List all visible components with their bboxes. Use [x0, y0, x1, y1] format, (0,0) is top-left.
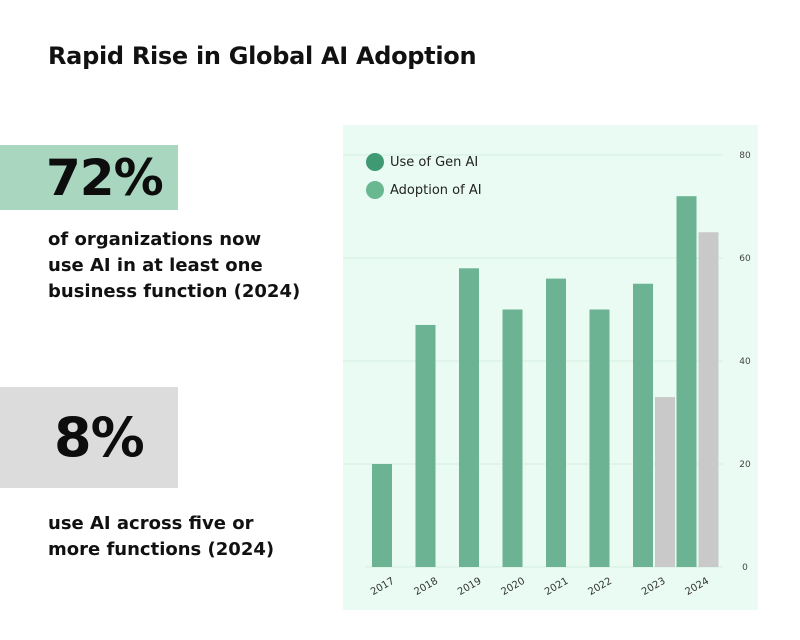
y-tick-label: 0: [742, 563, 748, 573]
bar-adoption-of-ai: [415, 324, 436, 567]
x-tick-label: 2021: [543, 576, 571, 598]
bar-adoption-of-ai: [459, 268, 479, 567]
bar-adoption-of-ai: [676, 196, 697, 567]
stat-box-secondary: 8%: [0, 387, 178, 488]
legend-label-adoption: Adoption of AI: [390, 182, 482, 198]
legend-item-gen-ai: Use of Gen AI: [366, 148, 482, 176]
stat-description-line: of organizations now: [48, 229, 262, 250]
stat-description-primary: of organizations now use AI in at least …: [48, 227, 300, 305]
y-tick-label: 40: [739, 357, 751, 367]
x-tick-label: 2020: [499, 576, 527, 598]
x-tick-label: 2022: [586, 576, 614, 598]
bar-adoption-of-ai: [372, 464, 392, 567]
page-title: Rapid Rise in Global AI Adoption: [48, 42, 477, 70]
x-tick-label: 2017: [369, 576, 397, 598]
y-tick-label: 80: [739, 151, 751, 161]
bar-adoption-of-ai: [589, 309, 610, 567]
stat-description-line: use AI across five or: [48, 513, 254, 534]
y-tick-label: 20: [739, 460, 751, 470]
stat-description-line: use AI in at least one: [48, 255, 263, 276]
stat-description-line: business function (2024): [48, 281, 301, 302]
legend-item-adoption: Adoption of AI: [366, 176, 482, 204]
bar-adoption-of-ai: [633, 283, 653, 567]
chart-legend: Use of Gen AI Adoption of AI: [366, 148, 482, 204]
stat-description-line: more functions (2024): [48, 539, 275, 560]
bar-use-of-gen-ai: [698, 232, 719, 567]
legend-label-gen-ai: Use of Gen AI: [390, 154, 479, 170]
legend-dot-gen-ai: [366, 153, 384, 171]
legend-dot-adoption: [366, 181, 384, 199]
bar-adoption-of-ai: [502, 309, 523, 567]
stat-description-secondary: use AI across five or more functions (20…: [48, 511, 274, 563]
x-tick-label: 2024: [683, 576, 711, 598]
x-tick-label: 2018: [412, 576, 440, 598]
bar-adoption-of-ai: [546, 278, 566, 567]
x-tick-label: 2023: [640, 576, 668, 598]
stat-value-secondary: 8%: [54, 406, 145, 469]
bar-chart: 0 20 40 60 80 2017 2018 2019 2020 2021 2022 2023 202…: [343, 151, 751, 598]
stat-box-primary: 72%: [0, 145, 178, 210]
bar-use-of-gen-ai: [655, 397, 675, 567]
x-tick-label: 2019: [456, 576, 484, 598]
y-tick-label: 60: [739, 254, 751, 264]
stat-value-primary: 72%: [46, 148, 164, 207]
